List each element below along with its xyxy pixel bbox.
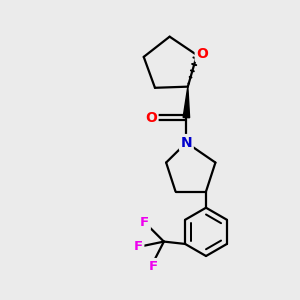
Text: F: F xyxy=(134,239,143,253)
Text: N: N xyxy=(181,136,192,150)
Text: O: O xyxy=(196,46,208,61)
Polygon shape xyxy=(183,87,190,118)
Text: F: F xyxy=(149,260,158,272)
Text: F: F xyxy=(140,216,149,229)
Text: O: O xyxy=(145,111,157,124)
